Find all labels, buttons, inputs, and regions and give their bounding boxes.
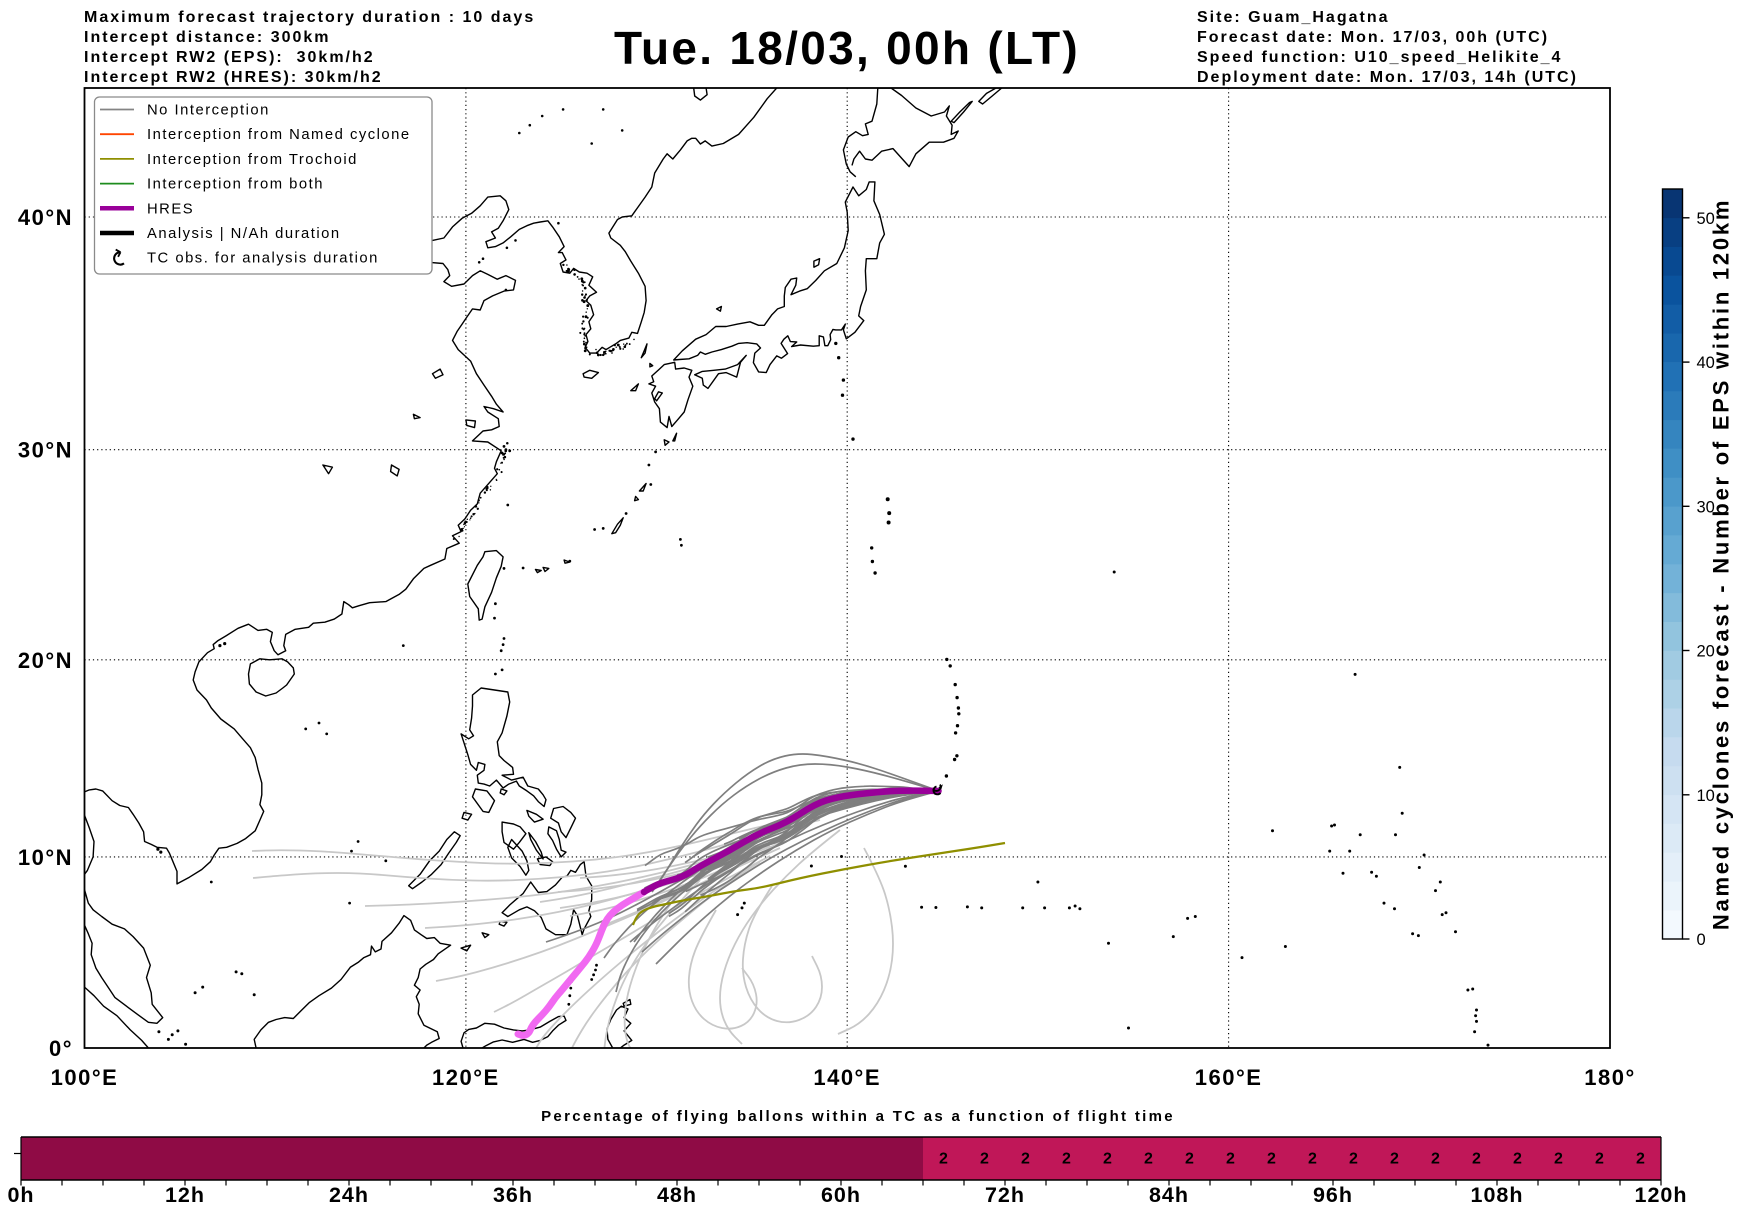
svg-text:Deployment date: Mon. 17/03, 1: Deployment date: Mon. 17/03, 14h (UTC) [1197, 69, 1578, 86]
svg-text:2: 2 [1021, 1151, 1030, 1168]
svg-text:Percentage of flying ballons w: Percentage of flying ballons within a TC… [541, 1108, 1175, 1125]
svg-text:Intercept RW2 (EPS): 30km/h2: Intercept RW2 (EPS): 30km/h2 [84, 49, 375, 66]
svg-text:50: 50 [1697, 210, 1715, 228]
svg-text:Intercept RW2 (HRES): 30km/h2: Intercept RW2 (HRES): 30km/h2 [84, 69, 383, 86]
svg-text:HRES: HRES [147, 201, 194, 217]
svg-text:30: 30 [1697, 498, 1715, 516]
svg-text:Intercept distance: 300km: Intercept distance: 300km [84, 29, 331, 46]
svg-text:2: 2 [1636, 1151, 1645, 1168]
svg-text:No Interception: No Interception [147, 103, 270, 119]
svg-text:2: 2 [1144, 1151, 1153, 1168]
svg-text:0°: 0° [49, 1036, 73, 1061]
svg-text:48h: 48h [657, 1183, 697, 1207]
svg-text:140°E: 140°E [813, 1065, 881, 1090]
svg-text:20: 20 [1697, 643, 1715, 661]
svg-text:10°N: 10°N [18, 845, 73, 870]
svg-text:2: 2 [1595, 1151, 1604, 1168]
svg-text:40: 40 [1697, 354, 1715, 372]
svg-text:2: 2 [1349, 1151, 1358, 1168]
svg-text:12h: 12h [165, 1183, 205, 1207]
svg-text:2: 2 [1308, 1151, 1317, 1168]
svg-text:Analysis | N/Ah duration: Analysis | N/Ah duration [147, 226, 341, 242]
svg-text:108h: 108h [1470, 1183, 1523, 1207]
svg-text:120°E: 120°E [432, 1065, 500, 1090]
svg-text:2: 2 [939, 1151, 948, 1168]
svg-text:2: 2 [1103, 1151, 1112, 1168]
svg-text:Interception from both: Interception from both [147, 177, 324, 193]
svg-text:120h: 120h [1634, 1183, 1687, 1207]
svg-text:24h: 24h [329, 1183, 369, 1207]
svg-text:0: 0 [1697, 931, 1706, 949]
svg-text:20°N: 20°N [18, 648, 73, 673]
svg-text:2: 2 [1431, 1151, 1440, 1168]
svg-text:Named cyclones forecast - Numb: Named cyclones forecast - Number of EPS … [1709, 198, 1734, 930]
svg-text:30°N: 30°N [18, 438, 73, 463]
svg-text:96h: 96h [1313, 1183, 1353, 1207]
svg-text:2: 2 [1226, 1151, 1235, 1168]
svg-text:72h: 72h [985, 1183, 1025, 1207]
svg-text:Tue. 18/03, 00h (LT): Tue. 18/03, 00h (LT) [614, 22, 1080, 74]
svg-text:2: 2 [980, 1151, 989, 1168]
svg-text:40°N: 40°N [18, 205, 73, 230]
svg-text:2: 2 [1513, 1151, 1522, 1168]
svg-text:160°E: 160°E [1195, 1065, 1263, 1090]
svg-text:60h: 60h [821, 1183, 861, 1207]
svg-text:Interception from Named cyclon: Interception from Named cyclone [147, 127, 411, 143]
svg-text:2: 2 [1185, 1151, 1194, 1168]
svg-text:10: 10 [1697, 787, 1715, 805]
svg-text:0h: 0h [7, 1183, 34, 1207]
svg-text:Speed function: U10_speed_Heli: Speed function: U10_speed_Helikite_4 [1197, 49, 1562, 66]
svg-text:2: 2 [1554, 1151, 1563, 1168]
svg-text:2: 2 [1472, 1151, 1481, 1168]
svg-text:Site: Guam_Hagatna: Site: Guam_Hagatna [1197, 9, 1389, 26]
svg-text:2: 2 [1390, 1151, 1399, 1168]
svg-text:Forecast date: Mon. 17/03, 00h: Forecast date: Mon. 17/03, 00h (UTC) [1197, 29, 1549, 46]
svg-text:Interception from Trochoid: Interception from Trochoid [147, 152, 358, 168]
svg-text:36h: 36h [493, 1183, 533, 1207]
svg-text:2: 2 [1062, 1151, 1071, 1168]
svg-text:2: 2 [1267, 1151, 1276, 1168]
svg-text:180°: 180° [1584, 1065, 1636, 1090]
svg-text:Maximum forecast trajectory du: Maximum forecast trajectory duration : 1… [84, 9, 535, 26]
svg-text:84h: 84h [1149, 1183, 1189, 1207]
svg-text:100°E: 100°E [51, 1065, 119, 1090]
svg-text:TC obs. for analysis duration: TC obs. for analysis duration [147, 251, 379, 267]
